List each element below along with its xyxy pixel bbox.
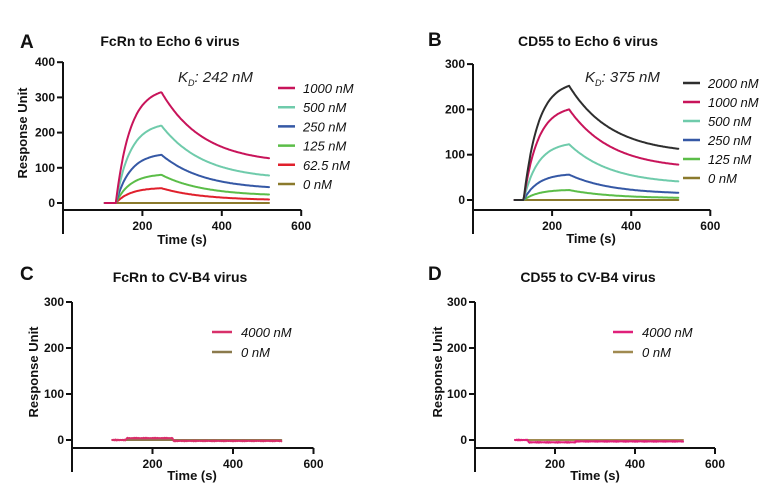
series-line-125-nm	[103, 173, 270, 204]
y-tick-label: 100	[44, 387, 64, 401]
x-tick-label: 600	[700, 219, 720, 233]
legend-label: 4000 nM	[241, 325, 292, 340]
series-line-4000-nm	[514, 438, 684, 444]
kd-annotation: KD: 242 nM	[178, 69, 253, 88]
legend-label: 0 nM	[642, 345, 671, 360]
panel-letter: D	[428, 264, 442, 285]
y-tick-label: 200	[44, 341, 64, 355]
legend-label: 500 nM	[303, 100, 347, 115]
y-tick-label: 300	[44, 295, 64, 309]
y-tick-label: 0	[460, 433, 467, 447]
x-tick-label: 400	[212, 219, 232, 233]
y-tick-label: 0	[458, 193, 465, 207]
x-tick-label: 200	[142, 457, 162, 471]
x-axis-label: Time (s)	[157, 232, 207, 247]
legend-label: 500 nM	[708, 114, 752, 129]
legend-label: 0 nM	[241, 345, 270, 360]
x-tick-label: 400	[223, 457, 243, 471]
x-axis-label: Time (s)	[570, 468, 620, 483]
y-tick-label: 0	[57, 433, 64, 447]
legend-label: 1000 nM	[303, 81, 354, 96]
series-line-2000-nm	[513, 84, 680, 201]
x-tick-label: 200	[545, 457, 565, 471]
y-axis-label: Response Unit	[26, 326, 41, 418]
x-axis-label: Time (s)	[566, 231, 616, 246]
legend-label: 0 nM	[303, 177, 332, 192]
legend: 1000 nM 500 nM 250 nM 125 nM 62.5 nM 0 nM	[278, 81, 354, 192]
legend: 4000 nM 0 nM	[613, 325, 693, 360]
x-tick-label: 400	[621, 219, 641, 233]
series-line-62-5-nm	[103, 187, 270, 204]
x-tick-label: 200	[132, 219, 152, 233]
y-axis-label: Response Unit	[430, 326, 445, 418]
series-line-250-nm	[103, 153, 270, 204]
x-tick-label: 400	[625, 457, 645, 471]
chart-title: CD55 to Echo 6 virus	[518, 33, 658, 49]
panel-d: D CD55 to CV-B4 virus 0 100 200 300 200 400 600 T…	[428, 264, 725, 483]
legend-label: 2000 nM	[707, 76, 759, 91]
panel-letter: B	[428, 30, 442, 51]
panel-letter: C	[20, 264, 34, 285]
x-tick-label: 600	[291, 219, 311, 233]
series-line-250-nm	[513, 173, 680, 201]
chart-title: FcRn to Echo 6 virus	[100, 33, 239, 49]
y-tick-label: 300	[447, 295, 467, 309]
legend-label: 0 nM	[708, 171, 737, 186]
x-tick-label: 600	[303, 457, 323, 471]
y-tick-label: 100	[445, 148, 465, 162]
legend-label: 125 nM	[708, 152, 752, 167]
y-tick-label: 300	[35, 90, 55, 104]
series-line-4000-nm	[111, 436, 283, 443]
series-line-1000-nm	[103, 91, 270, 204]
y-tick-label: 100	[35, 161, 55, 175]
series-line-125-nm	[513, 189, 680, 201]
panel-letter: A	[20, 32, 34, 53]
y-tick-label: 100	[447, 387, 467, 401]
legend-label: 250 nM	[707, 133, 752, 148]
legend-label: 250 nM	[302, 119, 347, 134]
legend: 2000 nM 1000 nM 500 nM 250 nM 125 nM 0 nM	[683, 76, 759, 186]
x-axis-label: Time (s)	[167, 468, 217, 483]
legend: 4000 nM 0 nM	[212, 325, 292, 360]
legend-label: 62.5 nM	[303, 158, 350, 173]
y-tick-label: 200	[447, 341, 467, 355]
x-tick-label: 200	[542, 219, 562, 233]
y-tick-label: 0	[48, 196, 55, 210]
legend-label: 1000 nM	[708, 95, 759, 110]
chart-title: FcRn to CV-B4 virus	[113, 269, 248, 285]
series-line-500-nm	[513, 143, 680, 201]
panel-c: C FcRn to CV-B4 virus 0 100 200 300 200 400 600 T…	[20, 264, 324, 483]
legend-label: 4000 nM	[642, 325, 693, 340]
series-line-500-nm	[103, 124, 270, 204]
y-tick-label: 200	[445, 102, 465, 116]
y-tick-label: 200	[35, 126, 55, 140]
series-line-1000-nm	[513, 108, 680, 201]
chart-title: CD55 to CV-B4 virus	[520, 269, 656, 285]
legend-label: 125 nM	[303, 139, 347, 154]
y-axis-label: Response Unit	[15, 87, 30, 179]
y-tick-label: 300	[445, 57, 465, 71]
y-tick-label: 400	[35, 55, 55, 69]
panel-b: B CD55 to Echo 6 virus 0 100 200 300 200 400 600…	[428, 30, 759, 246]
kd-annotation: KD: 375 nM	[585, 69, 660, 88]
x-tick-label: 600	[705, 457, 725, 471]
panel-a: A FcRn to Echo 6 virus 0 100 200 300 400 200 400…	[15, 32, 354, 247]
